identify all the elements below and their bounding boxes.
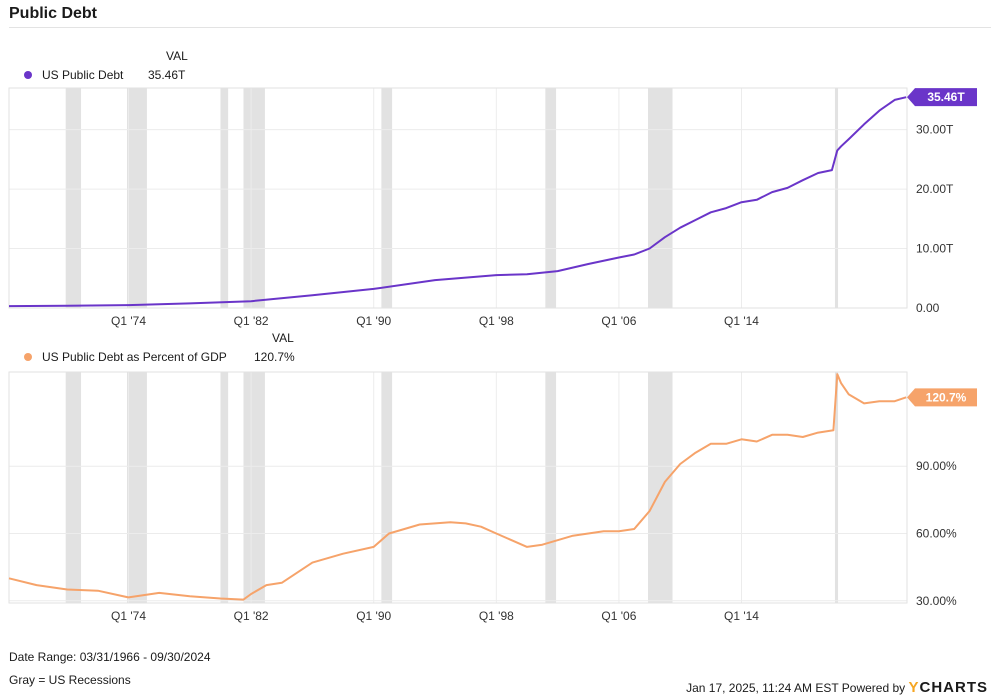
recession-band	[381, 88, 393, 308]
value-flag	[907, 88, 977, 107]
y-tick-label: 30.00T	[916, 123, 954, 137]
x-tick-label: Q1 '90	[356, 609, 391, 623]
x-tick-label: Q1 '82	[234, 314, 269, 328]
recession-band	[243, 88, 265, 308]
x-tick-label: Q1 '90	[356, 314, 391, 328]
x-tick-label: Q1 '74	[111, 314, 146, 328]
x-tick-label: Q1 '82	[234, 609, 269, 623]
recession-band	[648, 372, 673, 603]
series-line	[8, 373, 907, 601]
plot-frame	[8, 87, 908, 309]
logo-word: CHARTS	[919, 679, 988, 696]
legend-series-name: US Public Debt	[42, 68, 124, 82]
recession-band	[220, 88, 229, 308]
value-flag-label: 35.46T	[927, 90, 965, 104]
timestamp: Jan 17, 2025, 11:24 AM EST Powered by YC…	[686, 679, 988, 696]
x-tick-label: Q1 '98	[479, 609, 514, 623]
value-flag-label: 120.7%	[926, 390, 967, 404]
date-range: Date Range: 03/31/1966 - 09/30/2024	[9, 650, 211, 664]
recession-band	[648, 88, 673, 308]
legend-value: 120.7%	[254, 350, 295, 364]
legend-item-debt[interactable]: US Public Debt	[24, 68, 123, 82]
recession-band	[126, 372, 147, 603]
recession-band	[126, 88, 147, 308]
recession-band	[243, 372, 265, 603]
legend-series-name: US Public Debt as Percent of GDP	[42, 350, 227, 364]
series-line	[8, 96, 907, 308]
recession-band	[65, 372, 82, 603]
x-tick-label: Q1 '06	[601, 609, 636, 623]
legend-col-header: VAL	[166, 49, 188, 63]
recession-band	[65, 88, 82, 308]
recession-band	[545, 372, 557, 603]
x-tick-label: Q1 '14	[724, 609, 759, 623]
x-tick-label: Q1 '14	[724, 314, 759, 328]
legend-value: 35.46T	[148, 68, 186, 82]
y-tick-label: 60.00%	[916, 526, 957, 540]
logo-letter: Y	[908, 679, 920, 696]
y-tick-label: 20.00T	[916, 182, 954, 196]
recession-band	[545, 88, 557, 308]
x-tick-label: Q1 '74	[111, 609, 146, 623]
y-tick-label: 30.00%	[916, 594, 957, 608]
value-flag	[907, 388, 977, 407]
plot-frame	[8, 371, 908, 604]
title-divider	[9, 27, 991, 28]
y-tick-label: 10.00T	[916, 242, 954, 256]
x-tick-label: Q1 '06	[601, 314, 636, 328]
recession-band	[381, 372, 393, 603]
recession-band	[220, 372, 229, 603]
timestamp-text: Jan 17, 2025, 11:24 AM EST Powered by	[686, 681, 906, 695]
ycharts-logo[interactable]: YCHARTS	[908, 679, 988, 696]
y-tick-label: 0.00	[916, 301, 940, 315]
legend-item-pct[interactable]: US Public Debt as Percent of GDP	[24, 350, 227, 364]
chart-canvas: Q1 '74 Q1 '82 Q1 '90 Q1 '98 Q1 '06 Q1 '14 0.00…	[8, 87, 977, 623]
y-tick-label: 90.00%	[916, 459, 957, 473]
recession-note: Gray = US Recessions	[9, 673, 131, 687]
legend-dot-icon	[24, 353, 32, 361]
x-tick-label: Q1 '98	[479, 314, 514, 328]
recession-band	[834, 88, 839, 308]
legend-col-header: VAL	[272, 331, 294, 345]
recession-band	[834, 372, 839, 603]
legend-dot-icon	[24, 71, 32, 79]
page-title: Public Debt	[9, 5, 98, 22]
